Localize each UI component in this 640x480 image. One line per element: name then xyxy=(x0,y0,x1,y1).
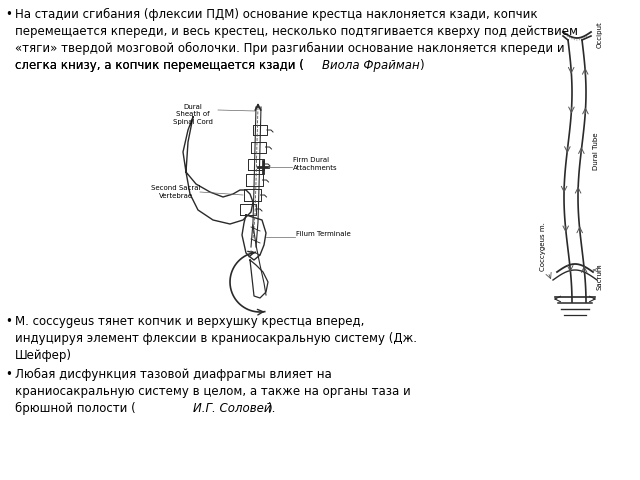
Text: брюшной полости (: брюшной полости ( xyxy=(15,402,136,415)
Text: •: • xyxy=(5,315,12,328)
Text: Dural
Sheath of
Spinal Cord: Dural Sheath of Spinal Cord xyxy=(173,104,213,125)
Text: На стадии сгибания (флексии ПДМ) основание крестца наклоняется кзади, копчик: На стадии сгибания (флексии ПДМ) основан… xyxy=(15,8,538,21)
Text: Dural Tube: Dural Tube xyxy=(593,132,599,170)
Text: краниосакральную систему в целом, а также на органы таза и: краниосакральную систему в целом, а такж… xyxy=(15,385,411,398)
Text: Occiput: Occiput xyxy=(597,22,603,48)
Text: Firm Dural
Attachments: Firm Dural Attachments xyxy=(293,157,338,171)
Text: Second Sacral
Vertebrae: Second Sacral Vertebrae xyxy=(151,185,201,199)
Text: слегка книзу, а копчик перемещается кзади (: слегка книзу, а копчик перемещается кзад… xyxy=(15,59,304,72)
Text: Coccygeus m.: Coccygeus m. xyxy=(540,223,546,271)
Text: •: • xyxy=(5,8,12,21)
Text: ): ) xyxy=(419,59,424,72)
Text: Любая дисфункция тазовой диафрагмы влияет на: Любая дисфункция тазовой диафрагмы влияе… xyxy=(15,368,332,381)
Text: Виола Фрайман: Виола Фрайман xyxy=(322,59,420,72)
Text: слегка книзу, а копчик перемещается кзади (: слегка книзу, а копчик перемещается кзад… xyxy=(15,59,304,72)
Text: ).: ). xyxy=(267,402,275,415)
Text: перемещается кпереди, и весь крестец, несколько подтягивается кверху под действи: перемещается кпереди, и весь крестец, не… xyxy=(15,25,578,38)
Text: •: • xyxy=(5,368,12,381)
Text: индуцируя элемент флексии в краниосакральную систему (Дж.: индуцируя элемент флексии в краниосакрал… xyxy=(15,332,417,345)
Text: M. coccygeus тянет копчик и верхушку крестца вперед,: M. coccygeus тянет копчик и верхушку кре… xyxy=(15,315,364,328)
Text: Шейфер): Шейфер) xyxy=(15,349,72,362)
Text: «тяги» твердой мозговой оболочки. При разгибании основание наклоняется кпереди и: «тяги» твердой мозговой оболочки. При ра… xyxy=(15,42,564,55)
Text: Sacrum: Sacrum xyxy=(597,264,603,290)
Text: Filum Terminale: Filum Terminale xyxy=(296,231,351,237)
Text: И.Г. Соловей: И.Г. Соловей xyxy=(193,402,271,415)
